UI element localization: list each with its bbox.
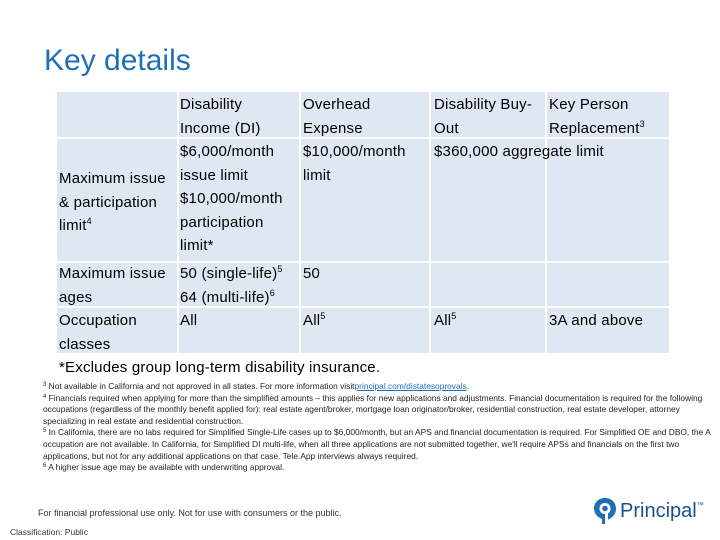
footnote-6: 6 A higher issue age may be available wi…: [43, 462, 285, 473]
cell-di-occupation: All: [180, 312, 198, 329]
cell-buyout-max-issue: $360,000 aggregate limit: [434, 143, 604, 160]
column-divider: [299, 92, 301, 353]
disclaimer: For financial professional use only. Not…: [38, 508, 342, 518]
cell-overhead-max-issue: $10,000/month limit: [303, 143, 406, 184]
cell-overhead-issue-ages: 50: [303, 265, 321, 282]
state-approvals-link[interactable]: principal.com/distatesoprovals: [354, 381, 467, 391]
cell-buyout-occupation: All5: [434, 311, 457, 330]
row-label-occupation-classes: Occupation classes: [59, 312, 137, 353]
table-separator: [57, 261, 669, 263]
footnote-3: 3 Not available in California and not ap…: [43, 381, 470, 391]
cell-keyperson-occupation: 3A and above: [549, 312, 644, 329]
cell-overhead-occupation: All5: [303, 311, 326, 330]
row-label-max-issue-ages: Maximum issue ages: [59, 265, 166, 306]
principal-logo: Principal™: [593, 497, 704, 525]
principal-logo-icon: [594, 498, 616, 524]
header-overhead-expense: Overhead Expense: [303, 96, 371, 137]
header-key-person-replacement: Key Person Replacement3: [549, 96, 645, 137]
logo-wordmark: Principal™: [620, 499, 704, 522]
table-note: *Excludes group long-term disability ins…: [59, 359, 381, 376]
header-disability-buyout: Disability Buy- Out: [434, 96, 533, 137]
classification-label: Classification: Public: [10, 527, 88, 537]
key-details-table: [57, 92, 669, 353]
row-label-max-issue-participation: Maximum issue & participation limit4: [59, 170, 166, 234]
page-title: Key details: [44, 44, 191, 77]
table-separator: [57, 137, 669, 139]
footnotes: 3 Not available in California and not ap…: [43, 381, 711, 474]
header-disability-income: Disability Income (DI): [180, 96, 261, 137]
table-separator: [57, 306, 669, 308]
column-divider: [545, 92, 547, 353]
column-divider: [177, 92, 179, 353]
footnote-5: 5 In California, there are no labs requi…: [43, 427, 711, 461]
cell-di-issue-ages: 50 (single-life)5 64 (multi-life)6: [180, 264, 283, 306]
footnote-4: 4 Financials required when applying for …: [43, 392, 703, 426]
cell-di-max-issue: $6,000/month issue limit $10,000/month p…: [180, 143, 283, 254]
column-divider: [429, 92, 431, 353]
